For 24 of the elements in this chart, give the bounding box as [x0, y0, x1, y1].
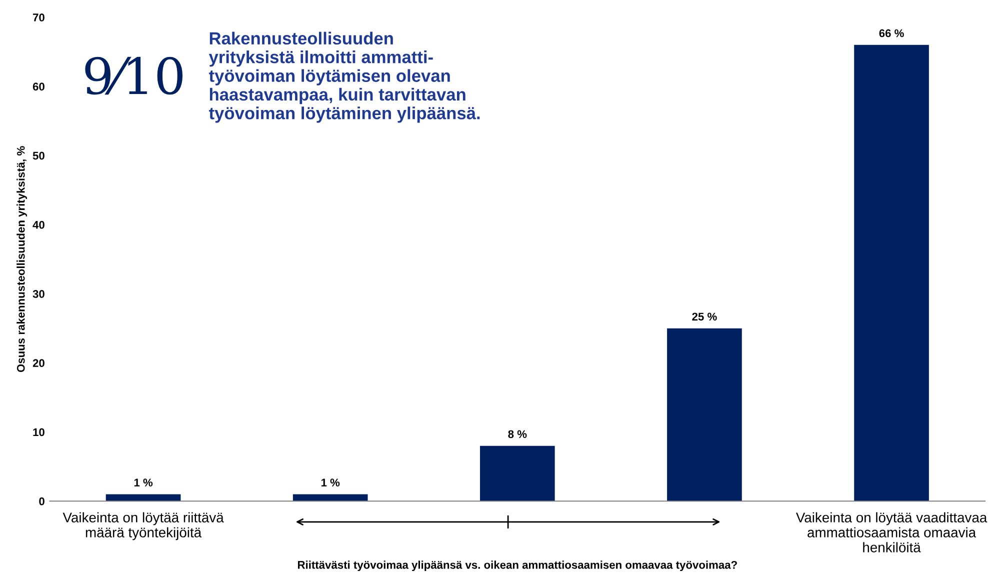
bar [854, 44, 929, 502]
y-tick-label: 20 [32, 359, 44, 368]
bar [292, 494, 368, 502]
x-tick-label: Vaikeinta on löytää riittävä määrä työntekijöitä [62, 512, 224, 540]
annotation: 9⁄10 [85, 56, 182, 95]
data-label: 1 % [321, 478, 340, 486]
y-axis-title: Osuus rakennusteollisuuden yrityksistä, % [16, 146, 27, 372]
data-label: 1 % [134, 478, 153, 486]
y-tick-label: 40 [32, 220, 44, 229]
y-tick-label: 30 [32, 290, 44, 298]
data-label: 8 % [508, 430, 527, 438]
y-tick-label: 70 [33, 14, 44, 22]
y-tick-label: 50 [32, 152, 44, 160]
data-label: 66 % [879, 29, 904, 38]
y-tick-label: 0 [39, 497, 44, 506]
bar [480, 446, 555, 502]
data-label: 25 % [692, 312, 717, 321]
y-tick-label: 10 [33, 428, 44, 436]
bar [667, 328, 742, 502]
bar [106, 494, 181, 502]
annotation: Rakennusteollisuuden yrityksistä ilmoitti ammatti- työvoiman löytämisen olevan haastavampaa, kuin tarvittavan työvoiman löytäminen ylipäänsä. [208, 32, 480, 123]
x-axis-title: Riittävästi työvoimaa ylipäänsä vs. oikean ammattiosaamisen omaavaa työvoimaa? [298, 560, 737, 572]
x-tick-label: Vaikeinta on löytää vaadittavaa ammattiosaamista omaavia henkilöitä [796, 512, 988, 552]
y-tick-label: 60 [32, 82, 44, 91]
